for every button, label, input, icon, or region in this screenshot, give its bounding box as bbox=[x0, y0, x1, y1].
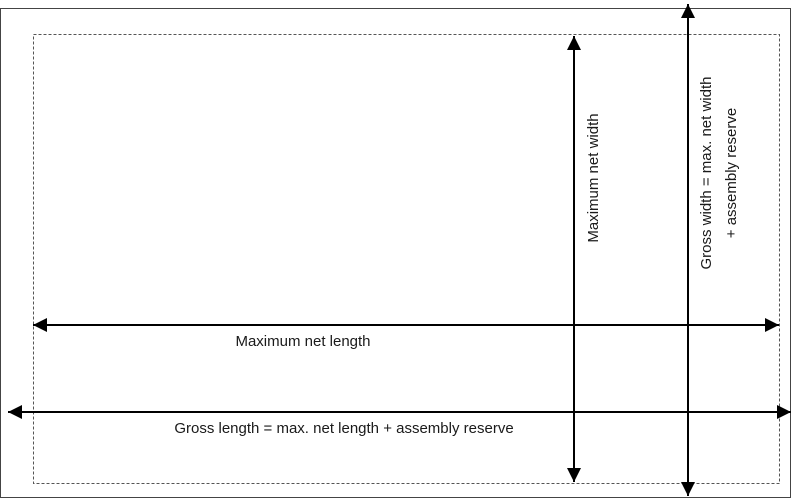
gross-width-label-line2: + assembly reserve bbox=[723, 108, 740, 238]
gross-length-label: Gross length = max. net length + assembl… bbox=[174, 420, 513, 437]
max-net-length-label: Maximum net length bbox=[235, 333, 370, 350]
max-net-width-label: Maximum net width bbox=[585, 113, 602, 242]
net-outline bbox=[33, 34, 780, 484]
gross-width-label-line1: Gross width = max. net width bbox=[698, 77, 715, 270]
